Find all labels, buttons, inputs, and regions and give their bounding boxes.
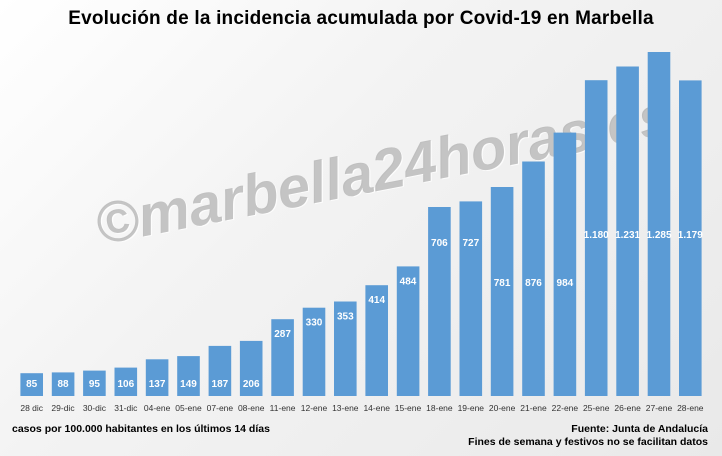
bar-10 [334, 301, 357, 396]
chart-title: Evolución de la incidencia acumulada por… [68, 8, 654, 29]
data-label-11: 414 [368, 295, 385, 306]
x-tick-label-12: 15-ene [395, 403, 422, 413]
bar-1 [51, 372, 75, 396]
data-label-16: 876 [525, 278, 542, 289]
x-tick-label-0: 28 dic [20, 403, 43, 413]
bar-14 [459, 201, 483, 396]
x-tick-label-16: 21-ene [520, 403, 547, 413]
x-tick-label-17: 22-ene [552, 403, 579, 413]
x-tick-label-3: 31-dic [114, 403, 138, 413]
data-label-9: 330 [306, 318, 323, 329]
bar-7 [239, 340, 263, 396]
x-tick-label-19: 26-ene [614, 403, 641, 413]
units-note: casos por 100.000 habitantes en los últi… [12, 423, 270, 435]
bar-8 [271, 319, 294, 396]
data-label-0: 85 [26, 379, 38, 390]
data-note: Fines de semana y festivos no se facilit… [468, 436, 708, 448]
bar-2 [83, 370, 106, 396]
x-tick-label-20: 27-ene [646, 403, 673, 413]
x-tick-label-14: 19-ene [458, 403, 485, 413]
bar-15 [490, 187, 514, 396]
x-tick-label-18: 25-ene [583, 403, 610, 413]
bar-5 [177, 356, 200, 396]
bar-11 [365, 285, 388, 396]
data-label-21: 1.179 [678, 230, 703, 241]
x-tick-label-2: 30-dic [83, 403, 107, 413]
bar-13 [428, 207, 451, 396]
bar-17 [553, 132, 577, 396]
bar-21 [679, 80, 702, 397]
data-label-7: 206 [243, 379, 260, 390]
data-label-10: 353 [337, 312, 354, 323]
data-label-8: 287 [274, 329, 291, 340]
data-label-19: 1.231 [615, 230, 640, 241]
bar-16 [522, 161, 545, 396]
footer-right: Fuente: Junta de Andalucía Fines de sema… [468, 423, 708, 449]
data-label-15: 781 [494, 278, 511, 289]
data-label-18: 1.180 [584, 230, 609, 241]
x-tick-label-9: 12-ene [301, 403, 328, 413]
data-label-3: 106 [117, 379, 134, 390]
x-tick-label-5: 05-ene [175, 403, 202, 413]
x-tick-label-7: 08-ene [238, 403, 265, 413]
x-tick-label-10: 13-ene [332, 403, 359, 413]
data-label-14: 727 [462, 238, 479, 249]
data-label-6: 187 [212, 379, 229, 390]
data-label-20: 1.285 [646, 230, 671, 241]
bar-12 [396, 266, 420, 396]
bar-9 [302, 307, 326, 396]
source-note: Fuente: Junta de Andalucía [571, 423, 708, 435]
bar-6 [208, 345, 232, 396]
x-tick-label-4: 04-ene [144, 403, 171, 413]
data-label-5: 149 [180, 379, 197, 390]
x-tick-label-21: 28-ene [677, 403, 704, 413]
x-tick-label-8: 11-ene [270, 403, 296, 413]
bar-18 [584, 80, 608, 396]
bar-4 [145, 359, 169, 396]
bar-19 [616, 66, 639, 396]
data-label-2: 95 [89, 379, 101, 390]
data-label-1: 88 [57, 379, 69, 390]
bar-0 [20, 373, 43, 396]
x-tick-label-13: 18-ene [426, 403, 453, 413]
data-label-4: 137 [149, 379, 166, 390]
x-tick-label-15: 20-ene [489, 403, 516, 413]
x-tick-label-6: 07-ene [207, 403, 234, 413]
bar-20 [647, 52, 671, 396]
x-tick-label-11: 14-ene [363, 403, 390, 413]
x-tick-label-1: 29-dic [51, 403, 75, 413]
data-label-12: 484 [400, 276, 417, 287]
data-label-13: 706 [431, 238, 448, 249]
data-label-17: 984 [557, 278, 574, 289]
bar-3 [114, 367, 138, 396]
